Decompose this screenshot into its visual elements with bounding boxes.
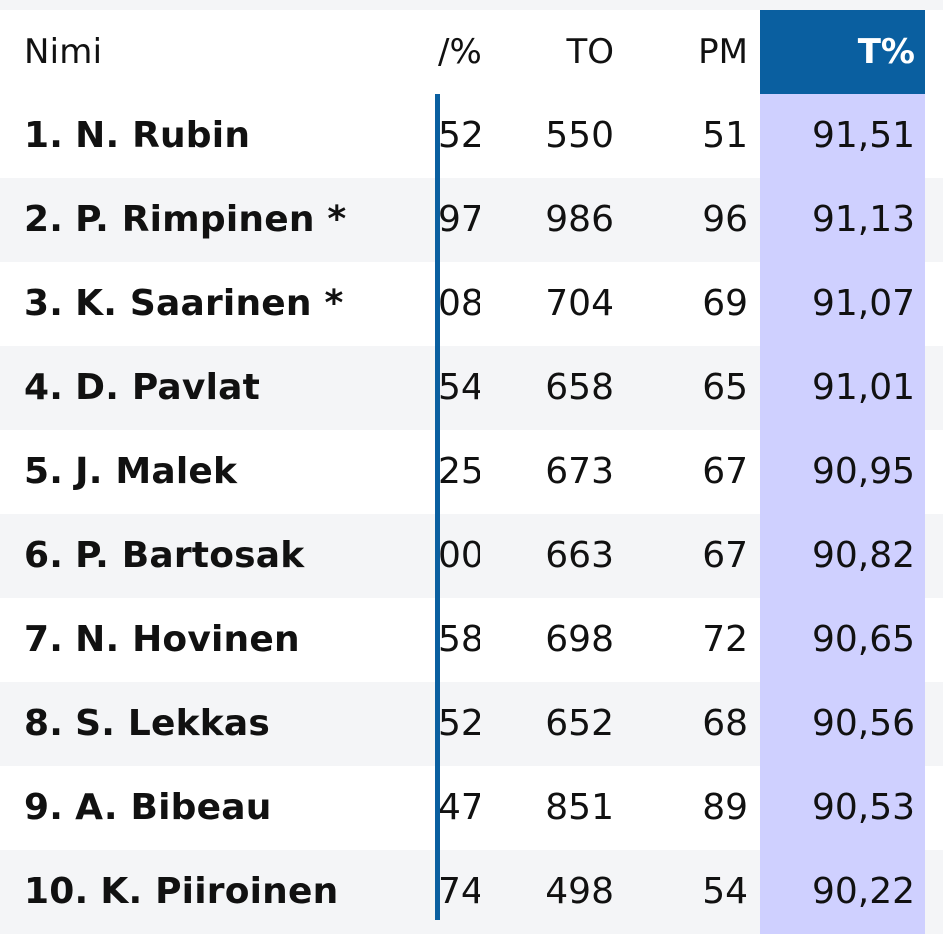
top-strip bbox=[0, 0, 943, 10]
clipped-value-cell: 08 bbox=[438, 283, 480, 324]
player-name-cell: 2. P. Rimpinen * bbox=[24, 178, 424, 262]
pm-value-cell: 51 bbox=[702, 115, 748, 156]
clipped-value-cell: 00 bbox=[438, 535, 480, 576]
clipped-value-cell: 25 bbox=[438, 451, 480, 492]
to-value-cell: 698 bbox=[545, 619, 614, 660]
table-row[interactable]: 8. S. Lekkas 52 652 68 90,56 bbox=[0, 682, 943, 766]
column-header-tpct[interactable]: T% bbox=[760, 10, 925, 94]
player-name[interactable]: J. Malek bbox=[75, 451, 238, 492]
player-name[interactable]: K. Saarinen * bbox=[75, 283, 344, 324]
to-value-cell: 550 bbox=[545, 115, 614, 156]
rank-number: 9. bbox=[24, 787, 64, 828]
to-value-cell: 498 bbox=[545, 871, 614, 912]
clipped-value-cell: 52 bbox=[438, 703, 480, 744]
player-name-cell: 6. P. Bartosak bbox=[24, 514, 424, 598]
pm-value-cell: 67 bbox=[702, 451, 748, 492]
player-name-cell: 9. A. Bibeau bbox=[24, 766, 424, 850]
player-name[interactable]: K. Piiroinen bbox=[100, 871, 339, 912]
pm-value-cell: 54 bbox=[702, 871, 748, 912]
stats-table: Nimi /% TO PM T% 1. N. Rubin 52 550 51 91,51 2… bbox=[0, 10, 943, 934]
rank-number: 6. bbox=[24, 535, 64, 576]
clipped-value-cell: 47 bbox=[438, 787, 480, 828]
column-header-to[interactable]: TO bbox=[566, 32, 614, 72]
to-value-cell: 704 bbox=[545, 283, 614, 324]
frozen-column-divider bbox=[435, 94, 440, 920]
column-header-name[interactable]: Nimi bbox=[24, 32, 103, 72]
table-row[interactable]: 6. P. Bartosak 00 663 67 90,82 bbox=[0, 514, 943, 598]
column-header-pm[interactable]: PM bbox=[698, 32, 748, 72]
to-value-cell: 986 bbox=[545, 199, 614, 240]
clipped-value-cell: 58 bbox=[438, 619, 480, 660]
pm-value-cell: 72 bbox=[702, 619, 748, 660]
to-value-cell: 652 bbox=[545, 703, 614, 744]
pm-value-cell: 67 bbox=[702, 535, 748, 576]
rank-number: 10. bbox=[24, 871, 89, 912]
player-name[interactable]: D. Pavlat bbox=[75, 367, 261, 408]
tpct-value-cell: 90,22 bbox=[760, 850, 925, 934]
tpct-value-cell: 90,65 bbox=[760, 598, 925, 682]
player-name-cell: 3. K. Saarinen * bbox=[24, 262, 424, 346]
pm-value-cell: 96 bbox=[702, 199, 748, 240]
tpct-value-cell: 90,56 bbox=[760, 682, 925, 766]
player-name-cell: 1. N. Rubin bbox=[24, 94, 424, 178]
rank-number: 3. bbox=[24, 283, 64, 324]
tpct-value-cell: 91,01 bbox=[760, 346, 925, 430]
rank-number: 8. bbox=[24, 703, 64, 744]
rank-number: 2. bbox=[24, 199, 64, 240]
player-name[interactable]: S. Lekkas bbox=[75, 703, 271, 744]
clipped-value-cell: 97 bbox=[438, 199, 480, 240]
table-row[interactable]: 5. J. Malek 25 673 67 90,95 bbox=[0, 430, 943, 514]
player-name[interactable]: N. Hovinen bbox=[75, 619, 300, 660]
player-name[interactable]: P. Bartosak bbox=[75, 535, 305, 576]
tpct-value-cell: 91,51 bbox=[760, 94, 925, 178]
tpct-value-cell: 90,53 bbox=[760, 766, 925, 850]
clipped-value-cell: 74 bbox=[438, 871, 480, 912]
player-name-cell: 10. K. Piiroinen bbox=[24, 850, 424, 934]
table-header-row: Nimi /% TO PM T% bbox=[0, 10, 943, 94]
clipped-value-cell: 54 bbox=[438, 367, 480, 408]
table-row[interactable]: 2. P. Rimpinen * 97 986 96 91,13 bbox=[0, 178, 943, 262]
pm-value-cell: 68 bbox=[702, 703, 748, 744]
rank-number: 1. bbox=[24, 115, 64, 156]
pm-value-cell: 65 bbox=[702, 367, 748, 408]
tpct-value-cell: 90,82 bbox=[760, 514, 925, 598]
to-value-cell: 658 bbox=[545, 367, 614, 408]
table-row[interactable]: 9. A. Bibeau 47 851 89 90,53 bbox=[0, 766, 943, 850]
player-name[interactable]: A. Bibeau bbox=[75, 787, 272, 828]
rank-number: 7. bbox=[24, 619, 64, 660]
to-value-cell: 663 bbox=[545, 535, 614, 576]
rank-number: 4. bbox=[24, 367, 64, 408]
player-name-cell: 4. D. Pavlat bbox=[24, 346, 424, 430]
tpct-value-cell: 91,13 bbox=[760, 178, 925, 262]
table-row[interactable]: 7. N. Hovinen 58 698 72 90,65 bbox=[0, 598, 943, 682]
tpct-value-cell: 90,95 bbox=[760, 430, 925, 514]
table-row[interactable]: 3. K. Saarinen * 08 704 69 91,07 bbox=[0, 262, 943, 346]
column-header-clipped[interactable]: /% bbox=[438, 32, 480, 72]
clipped-value-cell: 52 bbox=[438, 115, 480, 156]
tpct-value-cell: 91,07 bbox=[760, 262, 925, 346]
player-name-cell: 7. N. Hovinen bbox=[24, 598, 424, 682]
player-name-cell: 8. S. Lekkas bbox=[24, 682, 424, 766]
table-row[interactable]: 4. D. Pavlat 54 658 65 91,01 bbox=[0, 346, 943, 430]
player-name-cell: 5. J. Malek bbox=[24, 430, 424, 514]
player-name[interactable]: P. Rimpinen * bbox=[75, 199, 347, 240]
table-row[interactable]: 1. N. Rubin 52 550 51 91,51 bbox=[0, 94, 943, 178]
pm-value-cell: 89 bbox=[702, 787, 748, 828]
player-name[interactable]: N. Rubin bbox=[75, 115, 251, 156]
pm-value-cell: 69 bbox=[702, 283, 748, 324]
to-value-cell: 673 bbox=[545, 451, 614, 492]
table-row[interactable]: 10. K. Piiroinen 74 498 54 90,22 bbox=[0, 850, 943, 934]
to-value-cell: 851 bbox=[545, 787, 614, 828]
rank-number: 5. bbox=[24, 451, 64, 492]
table-body: 1. N. Rubin 52 550 51 91,51 2. P. Rimpinen * 97 9… bbox=[0, 94, 943, 934]
